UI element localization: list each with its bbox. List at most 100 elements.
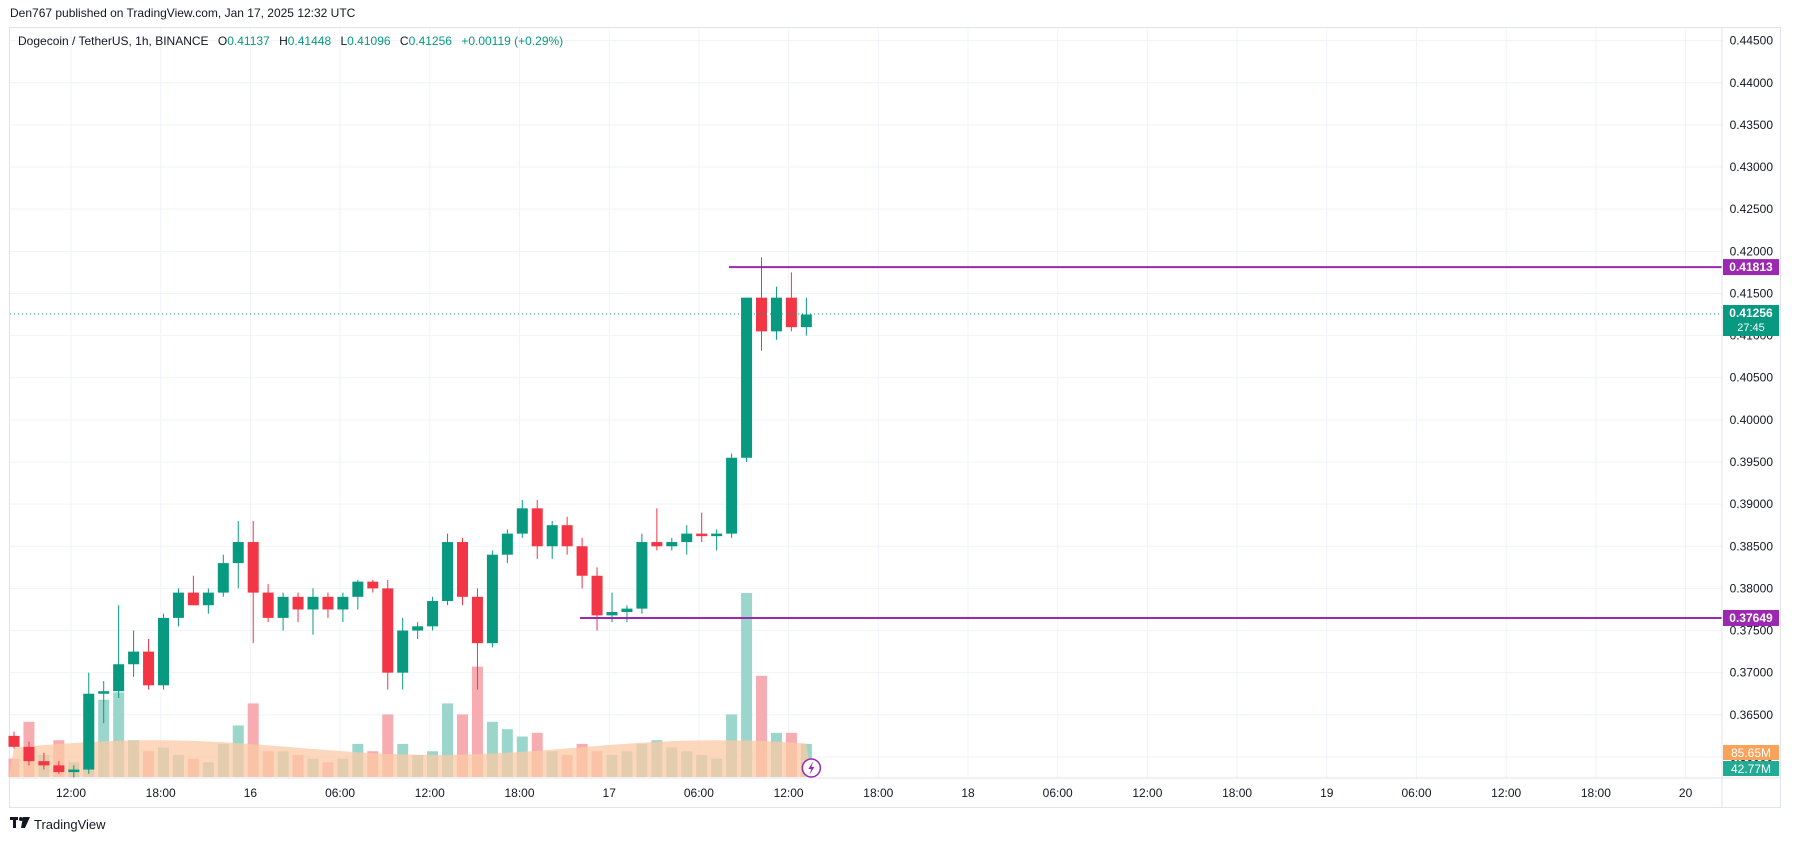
volume-bar (756, 675, 767, 777)
candle-body (531, 508, 543, 547)
symbol-label[interactable]: Dogecoin / TetherUS, 1h, BINANCE (18, 34, 209, 48)
candle-body (247, 542, 259, 593)
candle-body (711, 533, 723, 537)
y-tick-label: 0.43500 (1730, 118, 1774, 132)
candle (158, 613, 169, 690)
candle-body (158, 617, 169, 686)
x-tick-label: 18:00 (1222, 786, 1252, 800)
candles (8, 257, 812, 778)
volume-badge (1723, 745, 1779, 760)
last-price-label: 0.41256 (1729, 306, 1773, 320)
x-tick-label: 20 (1679, 786, 1693, 800)
candle (53, 761, 65, 774)
horizontal-levels (10, 266, 1722, 619)
candle (457, 537, 468, 606)
x-tick-label: 16 (244, 786, 258, 800)
candle (322, 592, 334, 618)
low-value: 0.41096 (347, 34, 391, 48)
candle (187, 575, 199, 606)
candle-body (785, 297, 797, 328)
candle-body (307, 596, 319, 610)
candle (531, 499, 543, 559)
y-tick-label: 0.43000 (1730, 160, 1774, 174)
y-tick-label: 0.39500 (1730, 455, 1774, 469)
countdown-label: 27:45 (1737, 322, 1765, 334)
candle (427, 596, 439, 631)
candle-body (427, 601, 439, 627)
candle-body (382, 588, 394, 673)
candle (23, 741, 35, 766)
candle-body (232, 542, 244, 564)
volume-badge-label: 85.65M (1731, 746, 1771, 760)
x-tick-label: 19 (1320, 786, 1334, 800)
y-tick-label: 0.36500 (1730, 708, 1774, 722)
candle (711, 529, 723, 551)
candle (128, 630, 140, 677)
y-tick-label: 0.38000 (1730, 581, 1774, 595)
candle-body (412, 626, 424, 631)
candle (726, 453, 738, 538)
x-tick-label: 06:00 (684, 786, 714, 800)
candle-body (83, 693, 95, 770)
volume-bars (8, 593, 812, 777)
change-value: +0.00119 (+0.29%) (461, 34, 564, 48)
candle-body (322, 596, 334, 610)
candle (277, 592, 289, 631)
volume-bar (113, 692, 125, 777)
open-key: O (217, 34, 228, 48)
x-tick-label: 06:00 (325, 786, 355, 800)
level-badge (1723, 609, 1779, 626)
candle-body (457, 542, 468, 597)
y-tick-label: 0.37500 (1730, 624, 1774, 638)
candle-body (606, 611, 618, 616)
brand-name: TradingView (34, 817, 106, 832)
candle-body (337, 596, 349, 610)
candle-body (38, 761, 50, 766)
candle-body (442, 542, 454, 602)
volume-badge-label: 42.77M (1731, 762, 1771, 776)
volume-badge (1723, 761, 1779, 776)
candle-body (292, 596, 304, 610)
time-axis: 12:00 18:00 16 06:00 12:00 18:00 17 06:00 12:00 1… (10, 777, 1781, 800)
candle (770, 286, 782, 340)
candle-body (756, 297, 767, 332)
y-tick-label: 0.44500 (1730, 34, 1774, 48)
high-value: 0.41448 (287, 34, 332, 48)
candle (800, 297, 812, 336)
candle (382, 579, 394, 690)
candle (651, 508, 663, 551)
candle (756, 257, 767, 351)
level-badge-label: 0.37649 (1729, 611, 1773, 625)
candle-body (187, 592, 199, 606)
candle-body (696, 533, 708, 537)
footer-brand[interactable]: TradingView (10, 817, 106, 832)
chart-frame (9, 27, 1781, 808)
candle (591, 567, 603, 631)
level-badge (1723, 259, 1779, 276)
volume-bar (382, 714, 394, 777)
candle-body (98, 691, 110, 694)
candle (486, 550, 498, 648)
candle-body (726, 457, 738, 534)
candle-body (666, 542, 678, 547)
candle (741, 297, 753, 462)
volume-bar (471, 666, 483, 777)
candle-body (8, 735, 20, 747)
candle (666, 537, 678, 551)
candle-body (471, 596, 483, 644)
x-tick-label: 12:00 (56, 786, 86, 800)
candle (412, 622, 424, 639)
x-tick-label: 18:00 (504, 786, 534, 800)
x-tick-label: 18:00 (863, 786, 893, 800)
candle (337, 592, 349, 623)
volume-bar (457, 714, 468, 777)
open-value: 0.41137 (227, 34, 270, 48)
candle (442, 533, 454, 606)
price-axis: 0.44500 0.44000 0.43500 0.43000 0.42500 0.420… (1721, 28, 1774, 808)
level-badge-label: 0.41813 (1729, 260, 1773, 274)
candle-body (486, 554, 498, 644)
candle-body (621, 608, 633, 612)
candle-body (113, 664, 125, 692)
